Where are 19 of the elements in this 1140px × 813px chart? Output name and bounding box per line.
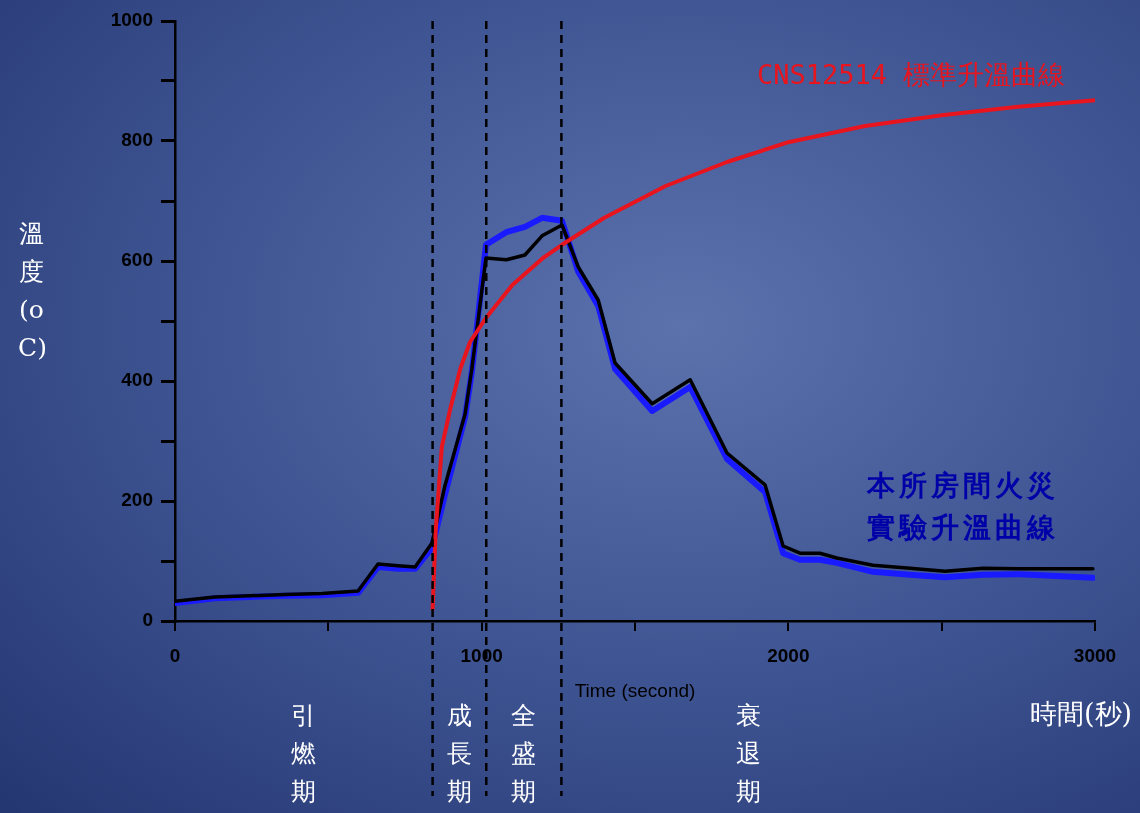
x-tick-label: 3000 — [1073, 644, 1117, 666]
series-label: 本所房間火災實驗升溫曲線 — [867, 468, 1060, 546]
x-tick-label: 1000 — [460, 644, 503, 666]
y-axis-title: 溫度 (oC) — [18, 218, 47, 364]
x-tick-label: 0 — [169, 644, 181, 666]
y-tick-label: 800 — [121, 129, 153, 151]
x-axis-title: Time (second) — [574, 679, 696, 701]
series-label: CNS12514 標準升溫曲線 — [757, 58, 1066, 92]
x-tick-label: 2000 — [767, 644, 810, 666]
y-tick-label: 600 — [121, 249, 153, 271]
y-tick-label: 400 — [121, 369, 153, 391]
text: 衰退期 — [734, 700, 762, 808]
text: 時間(秒) — [1030, 697, 1133, 731]
text: 引燃期 — [290, 700, 318, 808]
y-tick-label: 0 — [142, 609, 153, 631]
y-tick-label: 200 — [121, 489, 153, 511]
y-tick-label: 1000 — [110, 9, 153, 31]
text: 成長期 — [445, 700, 473, 808]
text: 全盛期 — [510, 700, 538, 808]
